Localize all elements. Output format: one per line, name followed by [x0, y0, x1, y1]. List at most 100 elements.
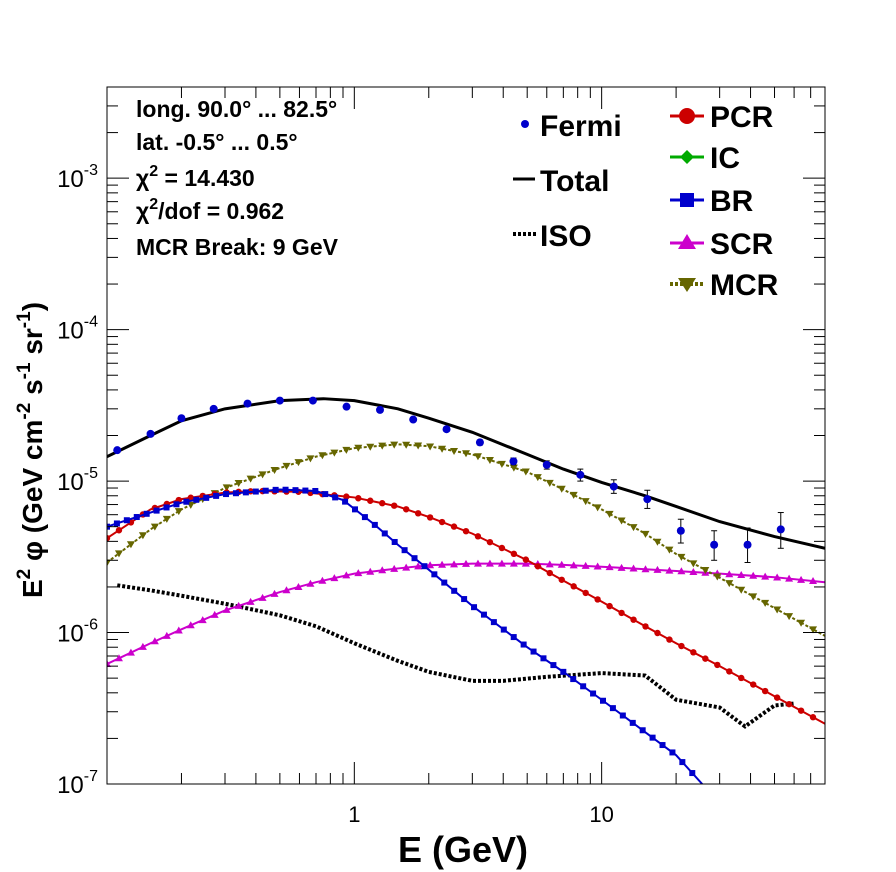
fermi-point [342, 402, 351, 411]
scr-marker [761, 572, 770, 580]
legend: Fermi Total ISO PCR IC BR SCR [513, 101, 779, 302]
pcr-marker [630, 616, 637, 623]
scr-marker [282, 586, 291, 594]
br-marker [262, 487, 269, 494]
mcr-marker [749, 593, 758, 601]
mcr-marker [809, 626, 818, 634]
br-marker [133, 514, 140, 521]
info-latitude: lat. -0.5° ... 0.5° [136, 129, 298, 155]
pcr-marker [402, 506, 410, 513]
br-marker [391, 538, 398, 545]
pcr-marker [666, 636, 673, 643]
pcr-marker [522, 556, 530, 563]
br-marker [461, 596, 468, 603]
info-chi2-exp: 2 [149, 163, 158, 180]
fermi-point [576, 470, 585, 479]
y-tick-label-mantissa: 10 [57, 772, 84, 799]
mcr-marker [557, 485, 566, 493]
pcr-marker [391, 502, 398, 509]
br-marker [143, 510, 150, 517]
pcr-marker [726, 668, 733, 675]
y-tick-label-exponent: -4 [84, 314, 98, 331]
scr-marker [629, 564, 638, 572]
scr-marker [521, 559, 530, 567]
mcr-marker [677, 553, 686, 561]
y-tick-label-mantissa: 10 [57, 318, 84, 345]
mcr-marker [294, 459, 303, 467]
pcr-marker [379, 500, 386, 507]
pcr-marker [773, 694, 781, 701]
scr-marker [785, 574, 794, 582]
fermi-point [275, 396, 284, 405]
scr-marker [270, 589, 279, 597]
pcr-marker [750, 681, 757, 688]
br-marker [639, 727, 646, 734]
br-marker [590, 690, 597, 697]
pcr-marker [367, 497, 374, 504]
mcr-marker [629, 524, 638, 532]
info-mcr-break: MCR Break: 9 GeV [136, 234, 339, 260]
mcr-marker [497, 460, 506, 468]
series-pcr [107, 487, 825, 725]
pcr-marker [738, 674, 745, 682]
scr-marker [725, 570, 734, 578]
legend-ic-marker [680, 150, 694, 164]
br-marker [371, 521, 378, 528]
legend-iso-label: ISO [540, 220, 592, 253]
series-total-line [107, 397, 825, 550]
pcr-marker [510, 550, 518, 558]
scr-marker [330, 574, 339, 582]
scr-marker [641, 565, 650, 573]
scr-marker [378, 566, 387, 574]
series-total [107, 397, 825, 550]
y-axis-title-sr: sr [17, 328, 48, 362]
mcr-marker [138, 532, 147, 540]
pcr-marker [107, 534, 111, 542]
legend-pcr-label: PCR [710, 101, 774, 134]
scr-marker [593, 562, 602, 570]
fermi-point [643, 495, 652, 504]
mcr-marker [114, 550, 123, 558]
legend-item-scr: SCR [670, 228, 774, 261]
br-marker [123, 517, 130, 524]
mcr-marker [473, 453, 482, 461]
y-tick-label: 10-5 [57, 465, 98, 496]
legend-ic-label: IC [710, 142, 740, 175]
br-marker [530, 648, 537, 655]
y-tick-label-mantissa: 10 [57, 469, 84, 496]
fermi-point [375, 405, 384, 414]
scr-marker [797, 575, 806, 583]
mcr-marker [174, 508, 183, 516]
scr-marker [485, 559, 494, 567]
legend-item-pcr: PCR [670, 101, 774, 134]
mcr-marker [126, 541, 135, 549]
br-marker [292, 487, 299, 494]
mcr-marker [426, 443, 435, 451]
br-marker [232, 490, 239, 497]
fermi-point [743, 540, 752, 549]
pcr-marker [594, 596, 601, 603]
mcr-marker [485, 457, 494, 465]
fermi-point [509, 457, 518, 466]
scr-marker [306, 579, 315, 587]
mcr-marker [366, 443, 375, 451]
data-series [107, 396, 825, 784]
scr-marker [414, 562, 423, 570]
mcr-marker [354, 444, 363, 452]
br-marker [540, 655, 547, 662]
pcr-marker [486, 538, 494, 546]
legend-scr-label: SCR [710, 228, 774, 261]
br-marker [252, 488, 259, 495]
br-marker [163, 504, 170, 511]
fermi-point [177, 414, 186, 423]
y-tick-label-mantissa: 10 [57, 166, 84, 193]
y-axis-title-exp4: -1 [14, 311, 35, 328]
br-marker [183, 498, 190, 505]
pcr-marker [355, 495, 362, 502]
info-chi2dof-symbol: χ [136, 198, 150, 224]
br-marker [619, 712, 626, 719]
scr-marker [210, 610, 219, 618]
scr-marker [462, 559, 470, 567]
